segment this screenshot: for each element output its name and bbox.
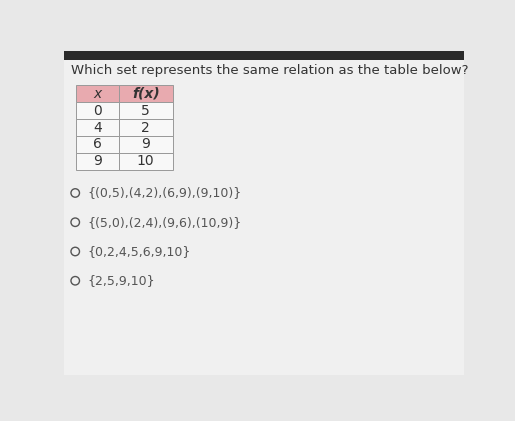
- Text: {0,2,4,5,6,9,10}: {0,2,4,5,6,9,10}: [88, 245, 191, 258]
- Text: f(x): f(x): [132, 87, 160, 101]
- Text: {(0,5),(4,2),(6,9),(9,10)}: {(0,5),(4,2),(6,9),(9,10)}: [88, 187, 242, 200]
- Bar: [76, 136, 118, 153]
- Text: 2: 2: [142, 120, 150, 135]
- Text: 0: 0: [93, 104, 101, 117]
- Text: x: x: [93, 87, 101, 101]
- Text: 9: 9: [93, 155, 102, 168]
- Bar: [76, 119, 118, 136]
- Text: {2,5,9,10}: {2,5,9,10}: [88, 274, 155, 287]
- Bar: [118, 153, 173, 170]
- Bar: [76, 153, 118, 170]
- Bar: [64, 51, 464, 60]
- Text: Which set represents the same relation as the table below?: Which set represents the same relation a…: [71, 64, 468, 77]
- Text: 5: 5: [142, 104, 150, 117]
- Bar: [76, 102, 118, 119]
- Bar: [118, 102, 173, 119]
- Text: 10: 10: [137, 155, 154, 168]
- Bar: [118, 85, 173, 102]
- Bar: [118, 136, 173, 153]
- Text: {(5,0),(2,4),(9,6),(10,9)}: {(5,0),(2,4),(9,6),(10,9)}: [88, 216, 242, 229]
- Text: 4: 4: [93, 120, 101, 135]
- Text: 9: 9: [141, 138, 150, 152]
- Bar: [76, 85, 118, 102]
- Text: 6: 6: [93, 138, 102, 152]
- Bar: [118, 119, 173, 136]
